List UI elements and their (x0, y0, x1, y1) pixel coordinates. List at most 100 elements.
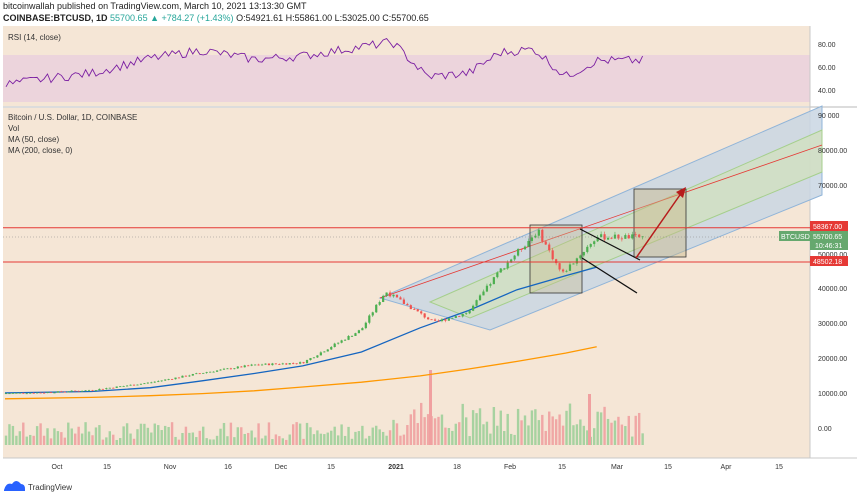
volume-bar (4, 435, 8, 445)
candle-body (91, 390, 94, 392)
candle-body (420, 311, 423, 314)
volume-bar (53, 428, 56, 445)
candle-body (271, 363, 274, 366)
legend-ma200: MA (200, close, 0) (8, 146, 73, 155)
candle-body (243, 365, 246, 368)
volume-bar (153, 423, 156, 445)
volume-bar (582, 425, 586, 445)
x-tick-label: Nov (164, 464, 177, 471)
rsi-tick-60: 60.00 (818, 65, 836, 72)
candle-body (548, 244, 551, 251)
volume-bar (599, 412, 603, 445)
candle-body (288, 363, 291, 365)
volume-bar (98, 425, 101, 445)
volume-bar (354, 431, 357, 445)
candle-body (579, 255, 582, 259)
volume-bar (118, 438, 122, 445)
volume-bar (333, 426, 336, 445)
candle-body (475, 300, 478, 306)
volume-bar (375, 425, 378, 445)
candle-body (219, 369, 222, 371)
candle-body (257, 364, 260, 366)
volume-bar (170, 422, 174, 445)
x-tick-label: Dec (275, 464, 288, 471)
candle-body (132, 384, 136, 386)
candle-body (478, 295, 482, 301)
volume-bar (513, 434, 516, 445)
candle-body (624, 235, 627, 239)
candle-body (382, 295, 385, 302)
volume-bar (426, 414, 430, 445)
volume-bar (212, 439, 215, 445)
volume-bar (606, 418, 610, 445)
ma50-line (4, 266, 597, 394)
channel-outer (378, 105, 823, 331)
candle-body (385, 292, 388, 296)
volume-bar (94, 427, 98, 445)
volume-bar (191, 432, 195, 445)
candle-body (305, 359, 309, 364)
volume-bar (274, 434, 278, 445)
volume-bar (617, 416, 620, 445)
candle-body (136, 384, 139, 386)
moving-averages (4, 266, 597, 400)
volume-bar (167, 427, 170, 445)
candle-body (423, 313, 426, 318)
volume-bar (146, 427, 150, 445)
candle-body (18, 392, 21, 394)
volume-bar (281, 438, 284, 445)
x-tick-label: Apr (721, 464, 733, 471)
candle-body (302, 362, 305, 364)
rsi-tick-40: 40.00 (818, 88, 836, 95)
candle-body (94, 390, 98, 391)
candle-body (586, 246, 589, 252)
candle-body (496, 272, 499, 278)
volume-bar (105, 437, 108, 445)
price-tick-40000: 40000.00 (818, 286, 847, 293)
candle-body (482, 291, 485, 296)
publisher-line: bitcoinwallah published on TradingView.c… (3, 1, 307, 11)
candle-body (558, 263, 561, 270)
channel-inner (428, 129, 823, 319)
volume-bar (302, 438, 305, 445)
candle-body (174, 377, 177, 380)
candle-body (603, 234, 606, 240)
symbol-tag-label: BTCUSD (781, 234, 810, 241)
candle-body (39, 392, 42, 394)
candle-body (215, 370, 219, 372)
candle-body (209, 371, 212, 373)
candle-body (489, 284, 492, 286)
volume-spike-jan (429, 370, 432, 445)
target-arrow-head (676, 187, 686, 198)
candle-body (430, 319, 433, 321)
candle-body (399, 297, 402, 300)
volume-bar (257, 423, 260, 445)
candle-body (188, 375, 191, 377)
candle-body (589, 244, 592, 247)
volume-bar (558, 414, 561, 445)
volume-bar (385, 435, 388, 445)
footer-brand: TradingView (28, 483, 72, 492)
candle-body (46, 392, 49, 394)
volume-bar (25, 436, 28, 445)
x-tick-label: Mar (611, 464, 624, 471)
candle-body (333, 343, 336, 348)
candle-body (395, 294, 399, 298)
volume-bar (87, 431, 91, 445)
legend-ma50: MA (50, close) (8, 135, 59, 144)
candle-body (267, 363, 271, 366)
volume-bar (243, 433, 246, 445)
volume-bar (184, 426, 188, 445)
volume-bar (496, 425, 499, 445)
candle-body (84, 390, 87, 392)
volume-bar (627, 415, 630, 445)
candle-body (440, 319, 444, 322)
rsi-line (5, 38, 644, 88)
x-tick-label: Feb (504, 464, 516, 471)
volume-bar (475, 413, 478, 445)
candle-body (177, 377, 181, 379)
volume-bar (395, 423, 399, 445)
candle-body (309, 358, 312, 360)
volume-bar (177, 439, 181, 445)
volume-bar (253, 437, 257, 445)
